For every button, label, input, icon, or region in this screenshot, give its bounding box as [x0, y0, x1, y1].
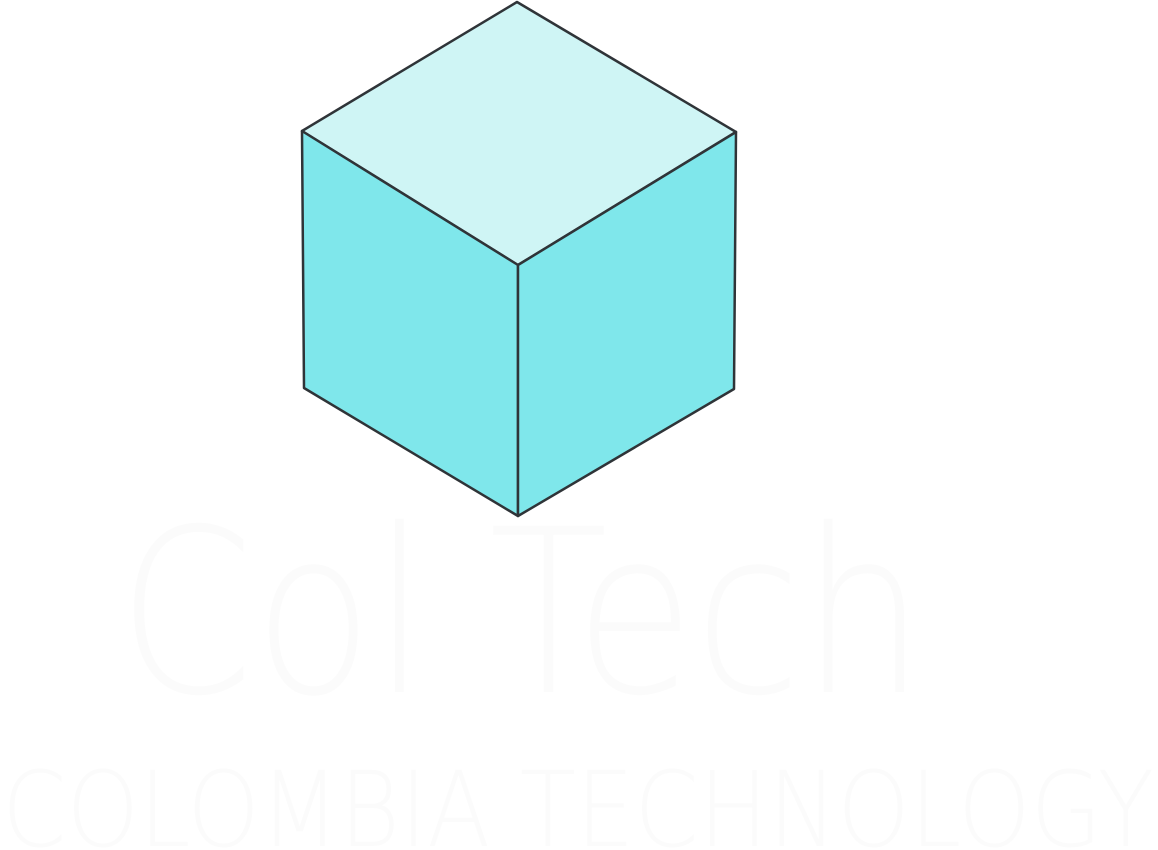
brand-name: Col Tech: [118, 480, 925, 746]
cube-right-face: [516, 130, 738, 518]
brand-tagline: COLOMBIA TECHNOLOGY: [2, 749, 1154, 850]
